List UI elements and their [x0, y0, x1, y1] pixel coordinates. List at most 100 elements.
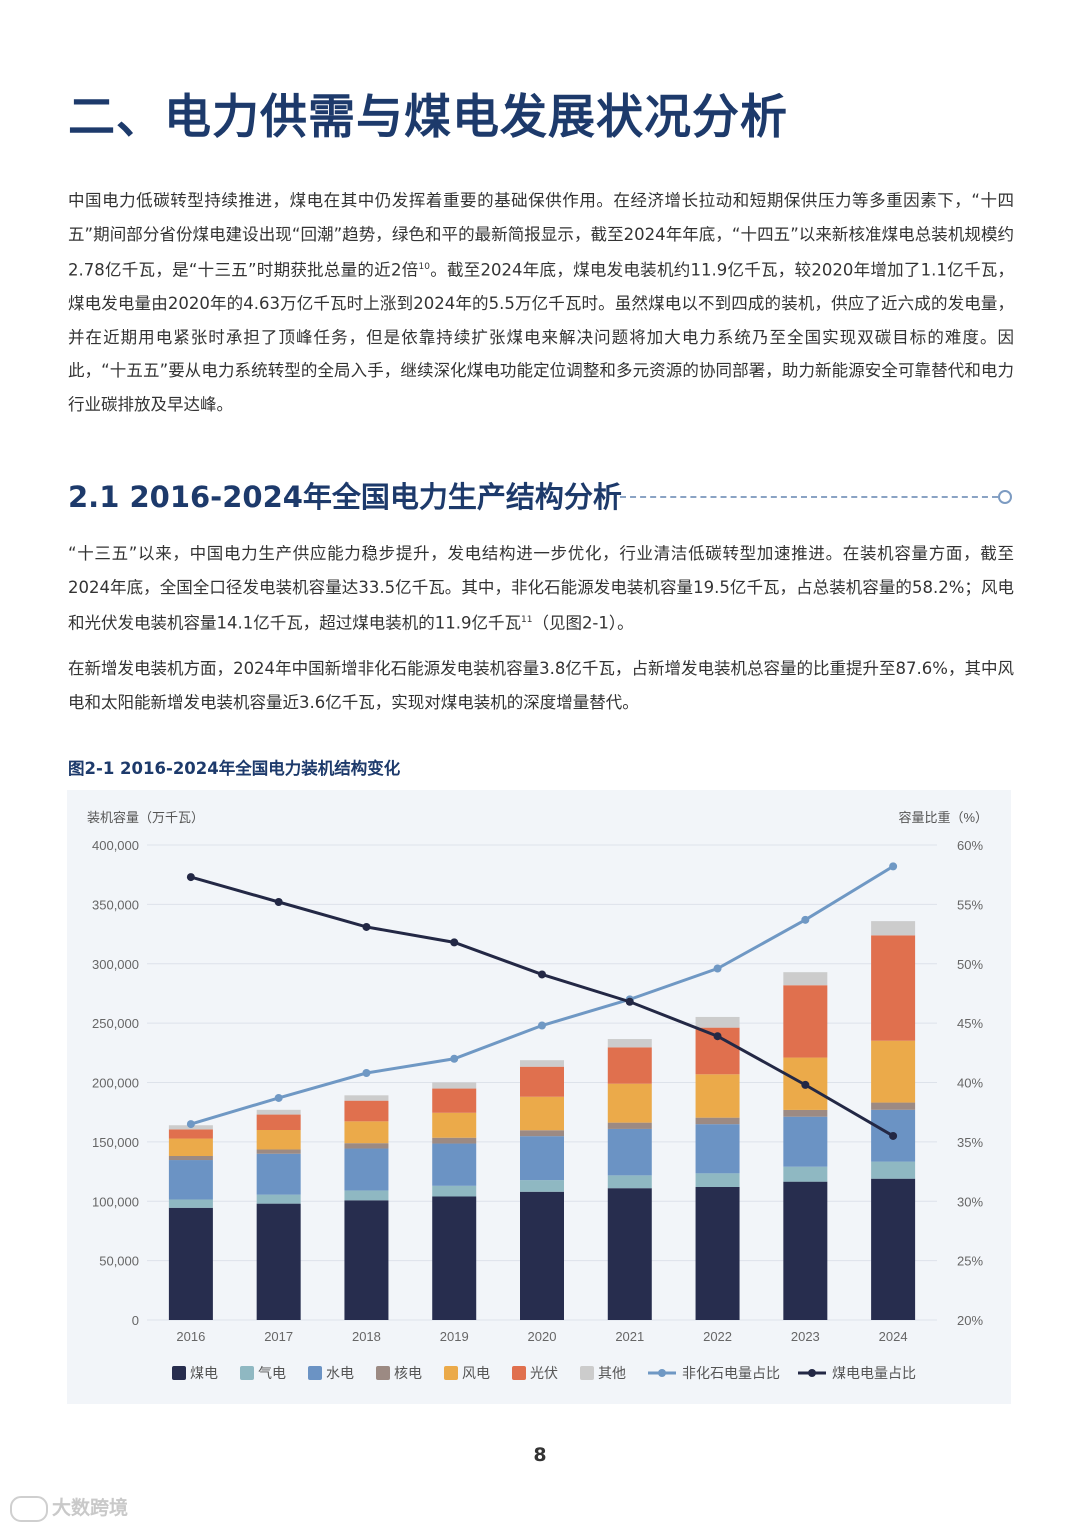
- bar-segment: [520, 1180, 564, 1192]
- bar-segment: [344, 1190, 389, 1201]
- legend-label: 水电: [326, 1365, 354, 1381]
- legend-label: 核电: [394, 1365, 422, 1381]
- x-tick-label: 2021: [615, 1329, 644, 1344]
- bar-segment: [432, 1112, 477, 1138]
- x-tick-label: 2023: [791, 1329, 820, 1344]
- x-tick-label: 2016: [176, 1329, 205, 1344]
- bar-segment: [607, 1122, 652, 1129]
- bar-segment: [695, 1187, 740, 1320]
- y2-tick-label: 55%: [957, 897, 983, 912]
- y-tick-label: 250,000: [92, 1016, 139, 1031]
- y2-axis-label: 容量比重（%）: [898, 810, 988, 825]
- y-tick-label: 150,000: [92, 1135, 139, 1150]
- footnote-ref-10[interactable]: 10: [418, 262, 430, 272]
- watermark: 大数跨境: [10, 1493, 128, 1522]
- y2-tick-label: 60%: [957, 838, 983, 853]
- bar-segment: [607, 1047, 652, 1084]
- y-tick-label: 300,000: [92, 957, 139, 972]
- legend-swatch: [580, 1366, 594, 1380]
- bar-segment: [432, 1137, 477, 1144]
- intro-paragraph: 中国电力低碳转型持续推进，煤电在其中仍发挥着重要的基础保供作用。在经济增长拉动和…: [68, 191, 1014, 414]
- bar-segment: [344, 1148, 389, 1191]
- line-point: [362, 922, 371, 931]
- line-point: [186, 873, 195, 882]
- line-point: [889, 862, 898, 871]
- bar-segment: [520, 1136, 564, 1181]
- line-point: [450, 938, 459, 947]
- bar-segment: [344, 1100, 389, 1122]
- legend-label: 风电: [462, 1365, 490, 1381]
- bar-segment: [871, 1040, 916, 1103]
- line-point: [274, 898, 283, 906]
- bar-segment: [607, 1083, 652, 1123]
- x-tick-label: 2024: [879, 1329, 908, 1344]
- bar-segment: [520, 1130, 564, 1137]
- x-tick-label: 2018: [352, 1329, 381, 1344]
- bar-segment: [432, 1143, 477, 1186]
- chart-canvas: 装机容量（万千瓦） 容量比重（%） 0 50,000 100,000 150,000 2…: [87, 810, 988, 1381]
- bar-segment: [783, 985, 828, 1058]
- line-point: [713, 1032, 722, 1041]
- legend-swatch: [512, 1366, 526, 1380]
- y2-tick-label: 40%: [957, 1076, 983, 1091]
- bar-segment: [168, 1156, 213, 1161]
- bar-segment: [520, 1096, 564, 1131]
- section-paragraph-1: “十三五”以来，中国电力生产供应能力稳步提升，发电结构进一步优化，行业清洁低碳转…: [68, 544, 1014, 633]
- legend-label: 煤电: [190, 1365, 218, 1381]
- bar-segment: [871, 1161, 916, 1179]
- line-point: [274, 1093, 283, 1102]
- y-tick-label: 50,000: [99, 1254, 139, 1269]
- bar-segment: [256, 1130, 301, 1150]
- bar-segment: [607, 1039, 652, 1048]
- line-point: [625, 997, 634, 1006]
- legend-marker: [808, 1369, 816, 1377]
- line-point: [362, 1069, 371, 1077]
- bar-segment: [256, 1149, 301, 1154]
- footnote-ref-11[interactable]: 11: [520, 615, 533, 625]
- bar-segment: [520, 1060, 564, 1067]
- bar-segment: [783, 1181, 828, 1320]
- figure-title: 图2-1 2016-2024年全国电力装机结构变化: [68, 759, 401, 778]
- y-tick-label: 0: [132, 1313, 139, 1328]
- legend-swatch: [308, 1366, 322, 1380]
- legend-label: 光伏: [530, 1365, 558, 1381]
- bar-segment: [871, 1102, 916, 1110]
- section-end-circle-icon: [998, 490, 1012, 504]
- legend-label: 气电: [258, 1365, 286, 1381]
- bar-segment: [256, 1109, 301, 1115]
- bar-segment: [168, 1129, 213, 1139]
- bar-segment: [607, 1175, 652, 1189]
- bar-segment: [256, 1114, 301, 1130]
- bar-segment: [344, 1095, 389, 1101]
- bar-segment: [607, 1188, 652, 1320]
- bar-segment: [871, 935, 916, 1041]
- bar-segment: [520, 1191, 564, 1320]
- x-tick-label: 2019: [440, 1329, 469, 1344]
- line-point: [801, 1080, 810, 1089]
- bar-segment: [695, 1124, 740, 1174]
- x-tick-label: 2017: [264, 1329, 293, 1344]
- bar-segment: [783, 972, 828, 986]
- bar-segment: [168, 1199, 213, 1208]
- y2-tick-label: 20%: [957, 1313, 983, 1328]
- page-heading: 二、电力供需与煤电发展状况分析: [68, 90, 788, 145]
- legend-label: 煤电电量占比: [832, 1365, 916, 1381]
- bar-segment: [256, 1203, 301, 1320]
- bar-segment: [168, 1207, 213, 1320]
- section-paragraph-2: 在新增发电装机方面，2024年中国新增非化石能源发电装机容量3.8亿千瓦，占新增…: [68, 659, 1014, 712]
- line-point: [450, 1054, 459, 1063]
- legend-marker: [658, 1369, 666, 1377]
- bar-segment: [695, 1117, 740, 1125]
- bar-segment: [607, 1128, 652, 1176]
- bar-segment: [432, 1196, 477, 1320]
- bar-segment: [168, 1160, 213, 1200]
- legend-label: 非化石电量占比: [682, 1365, 780, 1381]
- bar-segment: [871, 1178, 916, 1320]
- bar-segment: [168, 1138, 213, 1157]
- section-divider: [620, 496, 998, 498]
- y2-tick-label: 50%: [957, 957, 983, 972]
- bar-segment: [344, 1121, 389, 1144]
- legend-swatch: [444, 1366, 458, 1380]
- legend-label: 其他: [598, 1365, 626, 1381]
